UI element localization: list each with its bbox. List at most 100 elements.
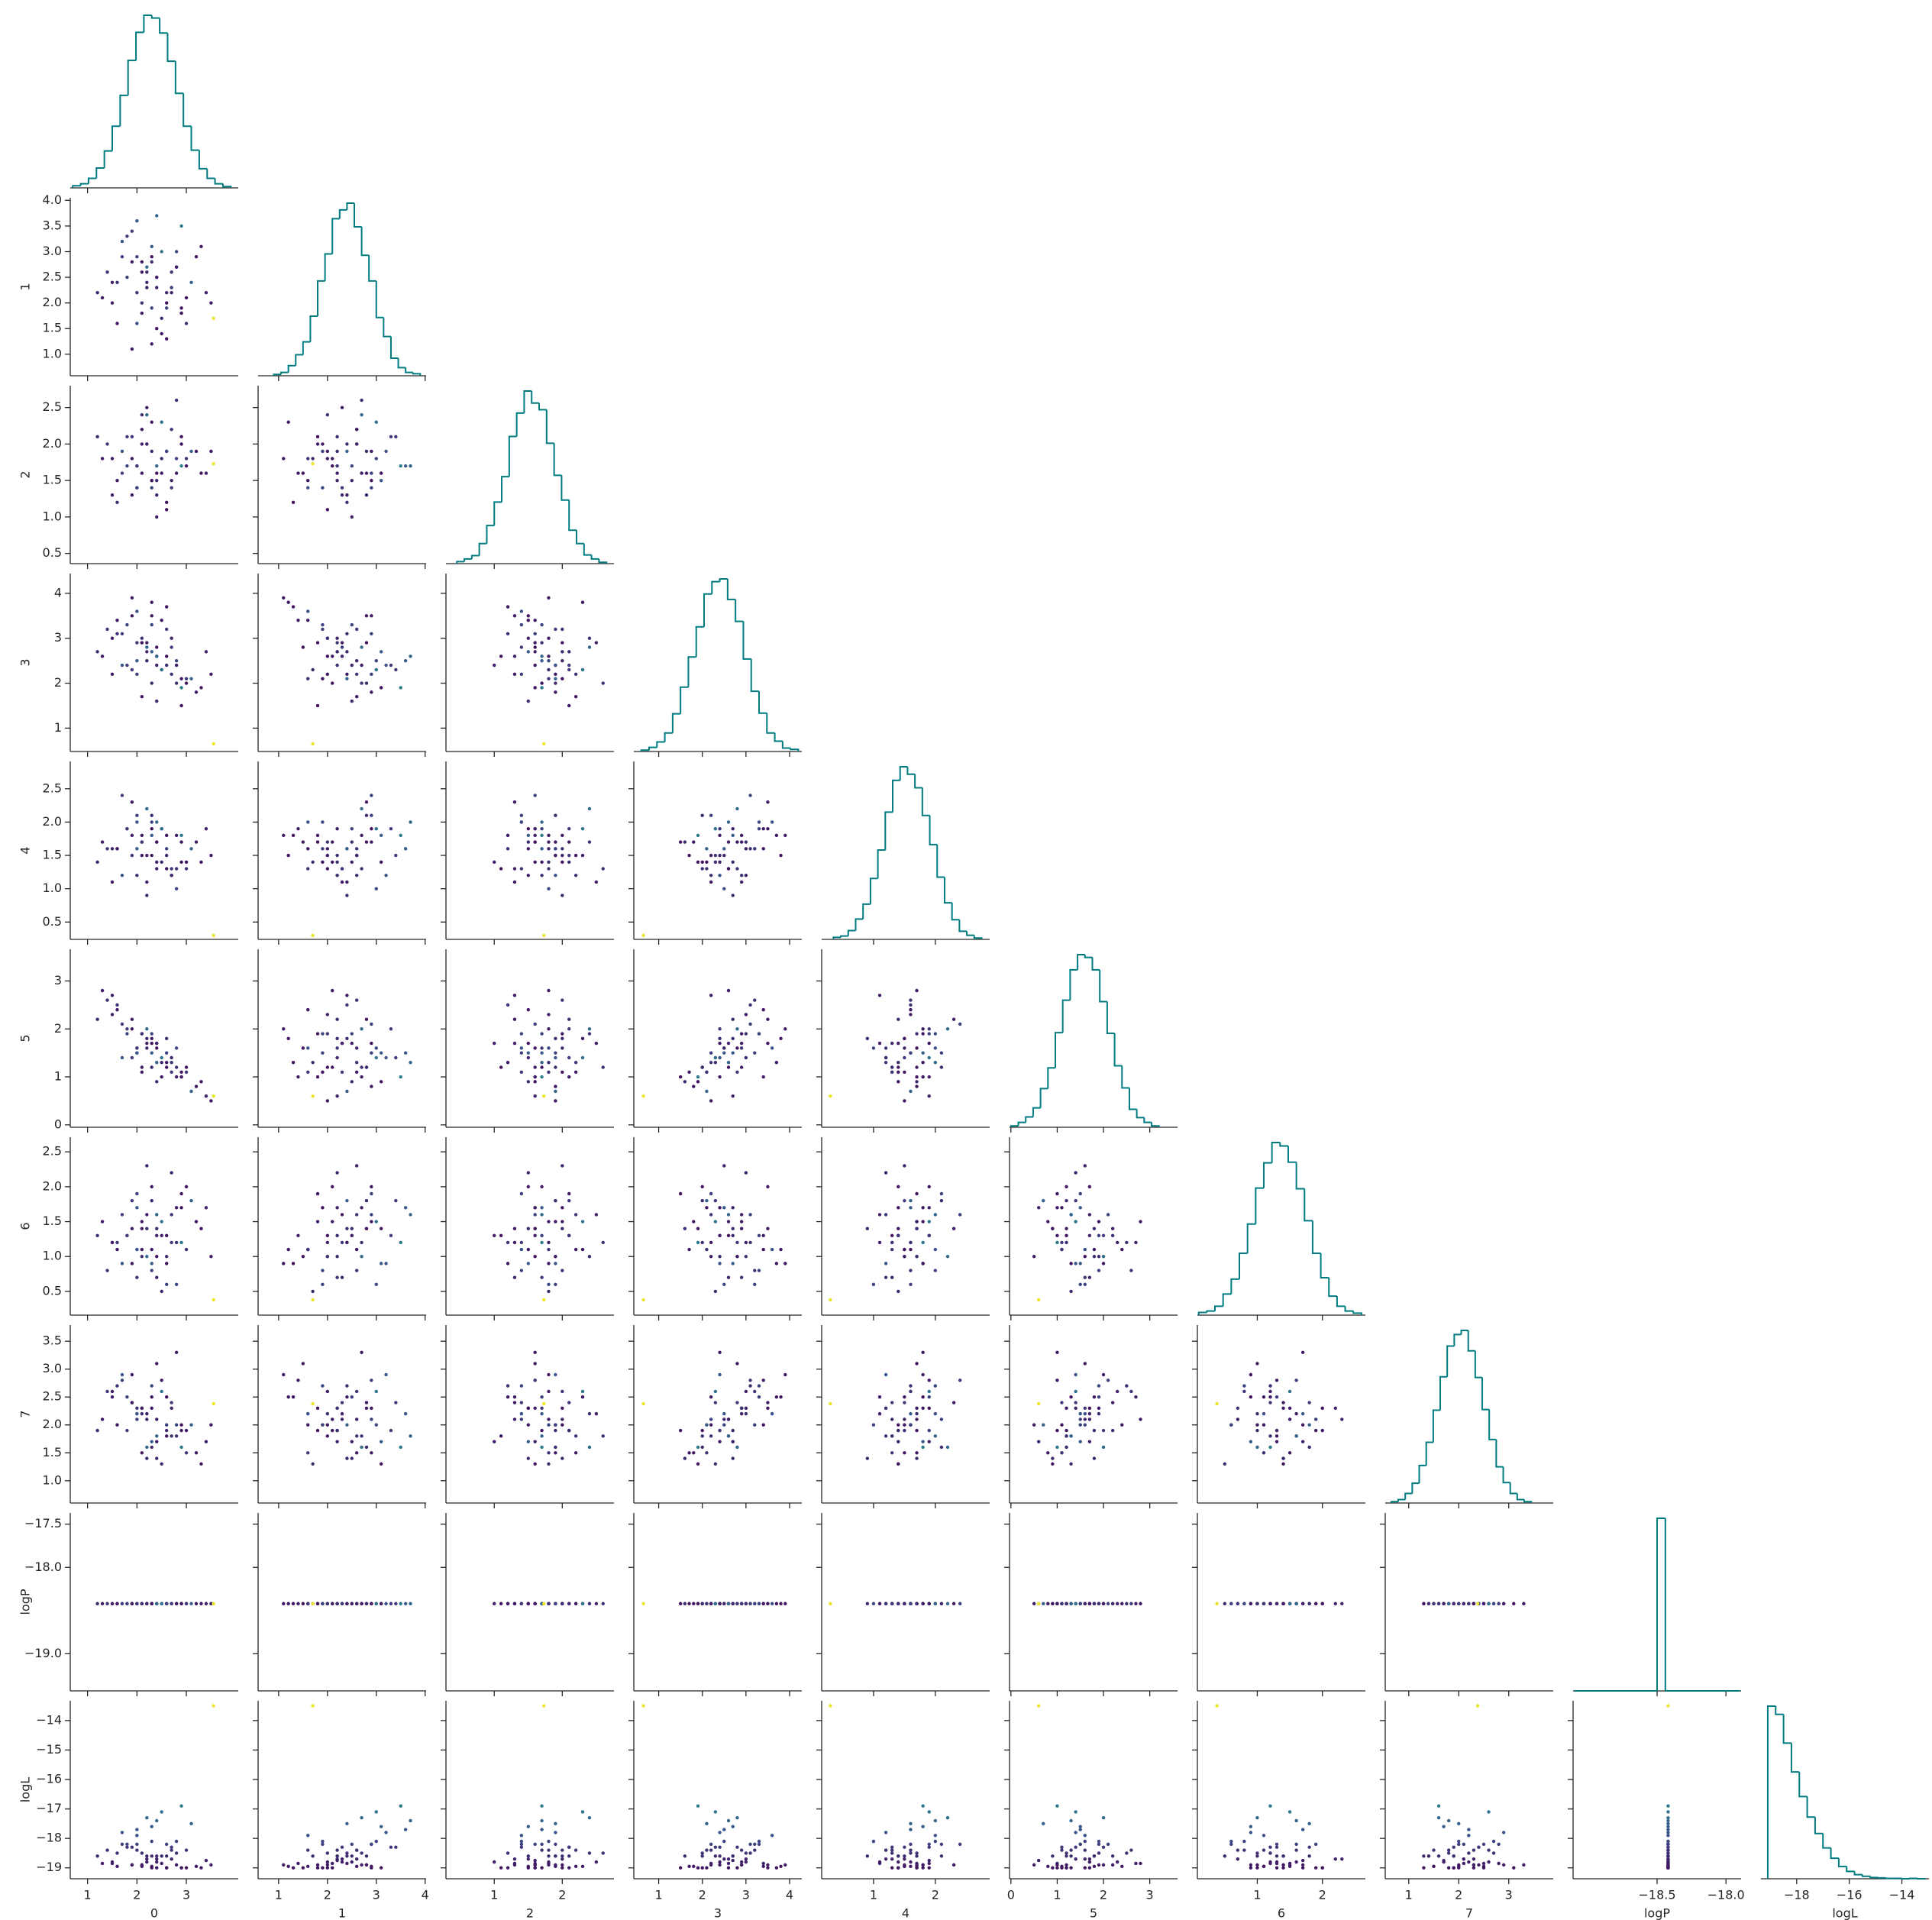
scatter-point <box>350 1440 354 1443</box>
scatter-point <box>744 1411 748 1416</box>
histogram-bin <box>583 543 592 556</box>
scatter-point <box>493 1041 496 1046</box>
scatter-point <box>174 471 179 475</box>
scatter-point <box>1125 1851 1129 1855</box>
scatter-point <box>601 1434 605 1438</box>
scatter-point <box>311 1704 315 1708</box>
scatter-point <box>519 1269 524 1272</box>
scatter-point <box>135 609 139 613</box>
scatter-point <box>1078 1417 1082 1421</box>
histogram-bin <box>735 599 744 622</box>
scatter-point <box>927 1428 931 1433</box>
scatter-point <box>160 1233 163 1238</box>
scatter-point <box>1249 1863 1253 1867</box>
scatter-point <box>145 650 149 654</box>
scatter-point <box>1340 1857 1344 1861</box>
scatter-point <box>770 1834 774 1838</box>
scatter-point <box>909 1602 913 1605</box>
scatter-point <box>170 867 173 871</box>
scatter-point <box>540 686 544 690</box>
scatter-point <box>499 655 503 658</box>
scatter-point <box>184 860 189 864</box>
scatter-point <box>1436 1804 1441 1808</box>
scatter-point <box>1065 1428 1068 1433</box>
scatter-point <box>399 464 402 468</box>
scatter-point <box>641 1602 645 1605</box>
scatter-point <box>561 1456 564 1460</box>
histogram-bin <box>703 593 712 627</box>
scatter-point <box>360 1445 363 1450</box>
scatter-point <box>311 667 315 672</box>
scatter-point <box>915 1602 919 1605</box>
histogram-bin <box>1418 1464 1426 1484</box>
scatter-point <box>145 1445 149 1450</box>
histogram-bin <box>486 525 495 544</box>
scatter-point <box>1262 1411 1266 1416</box>
scatter-point <box>748 1240 752 1245</box>
scatter-point <box>335 435 339 439</box>
scatter-point <box>561 627 564 632</box>
scatter-point <box>512 655 517 658</box>
scatter-point <box>394 1602 398 1605</box>
histogram-bin <box>1032 1107 1041 1117</box>
scatter-point <box>212 1094 215 1098</box>
scatter-point <box>354 672 359 676</box>
scatter-point <box>731 1233 735 1238</box>
scatter-point <box>601 867 605 871</box>
scatter-point <box>155 1434 159 1438</box>
histogram-bin <box>515 412 525 437</box>
scatter-point <box>409 1434 412 1438</box>
scatter-point <box>561 677 564 680</box>
scatter-point <box>1110 1854 1115 1858</box>
scatter-point <box>179 686 183 690</box>
scatter-point <box>1487 1810 1491 1814</box>
scatter-point <box>909 1051 913 1055</box>
scatter-point <box>713 1810 718 1814</box>
scatter-point <box>1097 1839 1101 1844</box>
scatter-point <box>209 1602 213 1605</box>
histogram-bin <box>892 779 900 813</box>
scatter-point <box>921 1220 925 1223</box>
scatter-point <box>311 1094 315 1098</box>
scatter-point <box>1249 1372 1253 1377</box>
scatter-point <box>155 464 159 468</box>
scatter-point <box>150 614 153 618</box>
scatter-point <box>135 1206 139 1210</box>
scatter-point <box>331 840 334 844</box>
scatter-point <box>1101 1863 1106 1867</box>
histogram-bin <box>1320 1253 1329 1279</box>
scatter-point <box>1432 1864 1436 1868</box>
scatter-point <box>140 1070 144 1074</box>
scatter-point <box>164 1065 169 1069</box>
scatter-point <box>125 1602 129 1605</box>
scatter-point <box>700 1851 704 1855</box>
scatter-point <box>890 1857 894 1861</box>
scatter-point <box>350 1032 354 1036</box>
scatter-point <box>700 1445 704 1450</box>
histogram-bin <box>951 903 960 921</box>
scatter-point <box>829 1298 832 1302</box>
scatter-point <box>340 867 344 871</box>
scatter-point <box>739 1046 744 1050</box>
histogram-bin <box>695 625 704 658</box>
scatter-point <box>890 1070 894 1074</box>
scatter-point <box>718 826 722 831</box>
scatter-point <box>184 677 189 680</box>
scatter-point <box>909 998 913 1002</box>
scatter-point <box>120 1842 124 1847</box>
scatter-point <box>897 1227 900 1230</box>
scatter-point <box>155 327 159 331</box>
histogram-bin <box>405 367 413 373</box>
histogram-bin <box>1474 1350 1483 1379</box>
scatter-point <box>364 1401 369 1404</box>
scatter-point <box>567 1866 571 1870</box>
scatter-point <box>1275 1860 1279 1864</box>
scatter-point <box>1055 1428 1059 1433</box>
scatter-point <box>1083 1275 1087 1279</box>
scatter-point <box>174 1423 179 1427</box>
scatter-point <box>761 1247 765 1252</box>
scatter-point <box>160 1389 163 1394</box>
scatter-point <box>561 1070 564 1074</box>
scatter-point <box>921 1406 925 1411</box>
scatter-point <box>1097 1406 1101 1411</box>
